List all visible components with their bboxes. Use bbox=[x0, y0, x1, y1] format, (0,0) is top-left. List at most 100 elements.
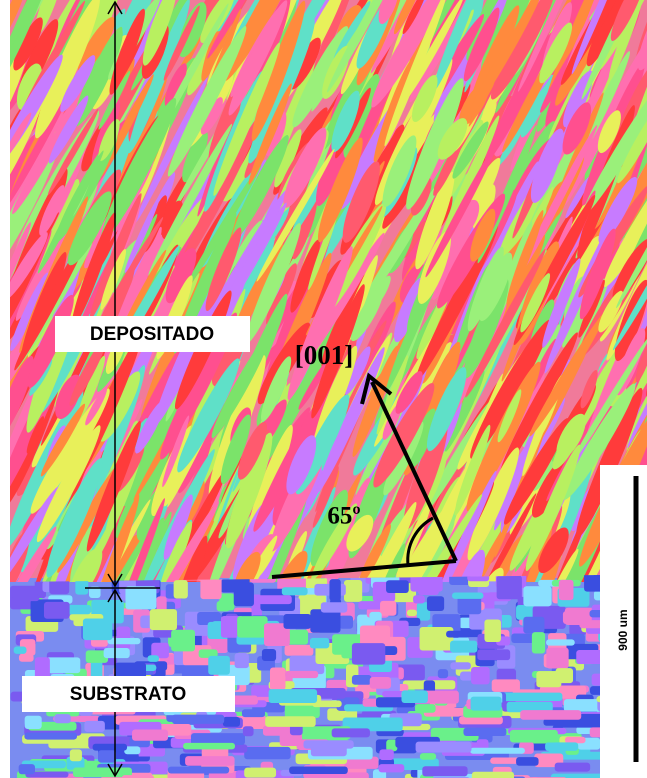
grain bbox=[450, 641, 477, 653]
grain bbox=[183, 743, 235, 749]
grain bbox=[516, 757, 538, 766]
grain bbox=[450, 662, 470, 669]
grain bbox=[360, 626, 390, 646]
grain bbox=[472, 772, 514, 778]
grain bbox=[285, 645, 314, 656]
grain bbox=[413, 595, 425, 603]
grain bbox=[150, 609, 177, 630]
grain bbox=[148, 655, 159, 662]
deposit-label: DEPOSITADO bbox=[90, 324, 214, 345]
grain bbox=[379, 749, 393, 760]
grain bbox=[477, 649, 510, 660]
grain bbox=[98, 750, 116, 762]
grain bbox=[284, 614, 312, 629]
grain bbox=[420, 753, 436, 760]
grain bbox=[379, 764, 405, 772]
grain bbox=[285, 671, 318, 678]
grain bbox=[510, 730, 558, 743]
grain bbox=[492, 679, 520, 691]
substrate-label: SUBSTRATO bbox=[70, 684, 186, 705]
grain bbox=[352, 643, 385, 664]
grain bbox=[556, 668, 573, 683]
grain bbox=[19, 764, 35, 774]
grain bbox=[339, 616, 353, 629]
grain bbox=[243, 726, 254, 736]
grain bbox=[452, 593, 483, 599]
grain bbox=[332, 728, 370, 737]
grain bbox=[289, 767, 348, 774]
grain bbox=[244, 747, 290, 759]
grain bbox=[470, 748, 525, 754]
grain bbox=[185, 756, 234, 766]
grain bbox=[70, 749, 82, 761]
angle-label: 65º bbox=[327, 503, 360, 530]
grain bbox=[46, 657, 81, 673]
grain bbox=[565, 737, 586, 744]
grain bbox=[546, 639, 575, 645]
grain bbox=[265, 716, 316, 727]
grain bbox=[244, 768, 276, 778]
grain bbox=[497, 575, 522, 599]
grain bbox=[555, 763, 590, 772]
grain bbox=[208, 656, 230, 675]
grain bbox=[174, 580, 188, 598]
grain bbox=[329, 579, 340, 601]
grain bbox=[25, 716, 42, 729]
grain bbox=[532, 632, 545, 653]
grain bbox=[401, 690, 427, 703]
grain bbox=[171, 630, 195, 652]
grain bbox=[321, 602, 347, 612]
grain bbox=[13, 595, 40, 601]
micrograph: 900 um DEPOSITADO SUBSTRATO [001] 65º bbox=[0, 0, 647, 778]
grain bbox=[523, 617, 544, 634]
grain bbox=[234, 582, 254, 606]
grain bbox=[386, 580, 409, 593]
grain bbox=[168, 767, 229, 774]
grain bbox=[54, 714, 70, 723]
grain bbox=[237, 616, 267, 638]
grain bbox=[84, 721, 104, 732]
grain bbox=[107, 638, 140, 644]
grain bbox=[407, 610, 417, 616]
grain bbox=[172, 715, 224, 724]
grain bbox=[257, 595, 292, 604]
grain bbox=[93, 744, 127, 751]
grain bbox=[223, 717, 240, 727]
grain bbox=[546, 648, 568, 669]
grain bbox=[369, 612, 381, 620]
grain bbox=[420, 627, 454, 650]
page: 900 um DEPOSITADO SUBSTRATO [001] 65º ((… bbox=[0, 0, 647, 778]
grain bbox=[471, 697, 502, 711]
grain bbox=[44, 602, 70, 619]
grain bbox=[559, 580, 574, 600]
scale-label: 900 um bbox=[616, 609, 630, 650]
grain bbox=[104, 648, 130, 658]
grain bbox=[415, 704, 436, 713]
grain bbox=[344, 580, 362, 602]
grain bbox=[523, 586, 551, 606]
grain bbox=[282, 587, 308, 595]
grain bbox=[311, 744, 347, 757]
direction-label: [001] bbox=[295, 340, 353, 370]
grain bbox=[310, 638, 329, 649]
grain bbox=[370, 677, 391, 689]
grain bbox=[422, 766, 467, 776]
grain bbox=[262, 649, 276, 661]
grain bbox=[132, 729, 168, 740]
grain bbox=[269, 689, 317, 703]
grain bbox=[270, 668, 285, 690]
grain bbox=[484, 620, 501, 643]
grain bbox=[460, 671, 473, 680]
grain bbox=[83, 619, 112, 641]
grain bbox=[352, 675, 372, 685]
grain bbox=[14, 647, 27, 654]
grain bbox=[545, 742, 578, 750]
grain bbox=[24, 733, 77, 740]
grain bbox=[563, 611, 573, 624]
grain bbox=[242, 709, 265, 717]
grain bbox=[427, 596, 444, 611]
grain bbox=[116, 626, 130, 649]
grain bbox=[498, 693, 563, 701]
grain bbox=[416, 742, 472, 753]
grain bbox=[463, 728, 506, 736]
